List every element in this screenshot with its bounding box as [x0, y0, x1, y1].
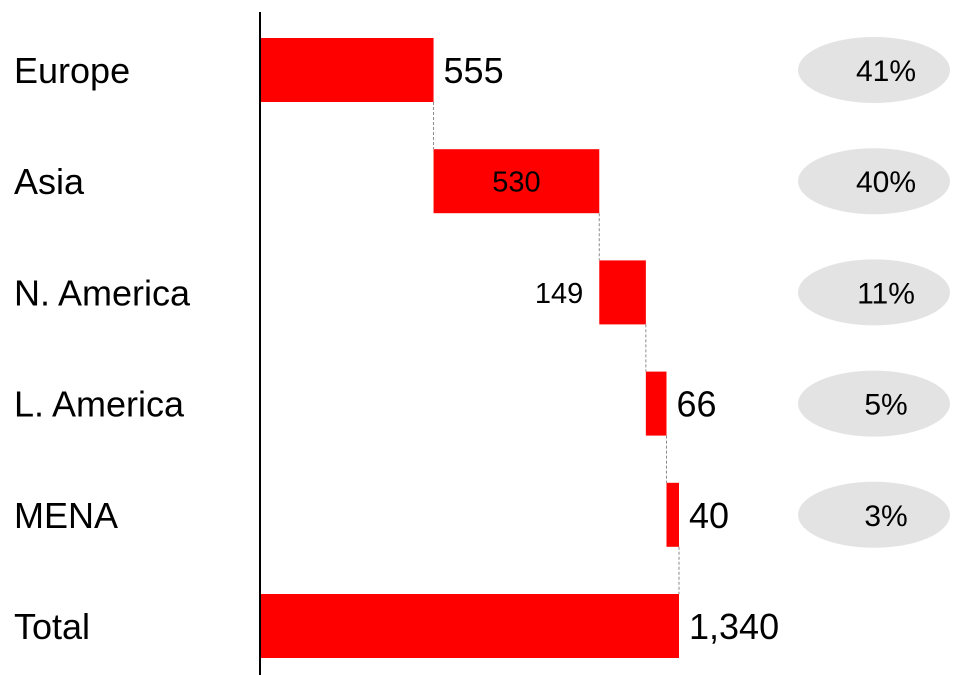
- category-label: Asia: [14, 161, 85, 202]
- share-bubble: [798, 37, 950, 103]
- value-label: 530: [492, 167, 540, 199]
- bar-total: [260, 594, 679, 658]
- category-label: MENA: [14, 495, 118, 536]
- value-label: 555: [444, 50, 504, 91]
- bar-l-america: [645, 371, 667, 436]
- category-label: N. America: [14, 272, 191, 313]
- value-label: 40: [689, 495, 729, 536]
- share-label: 3%: [864, 500, 907, 533]
- share-bubble: [798, 259, 950, 326]
- value-label: 149: [535, 278, 583, 310]
- share-bubble: [798, 481, 950, 548]
- bar-mena: [666, 482, 679, 547]
- share-bubble: [798, 148, 950, 215]
- value-label: 1,340: [689, 606, 779, 647]
- share-bubbles-layer: 41% 40% 11% 5% 3%: [798, 37, 950, 548]
- value-label: 66: [676, 384, 716, 425]
- labels-layer: Europe 555 Asia 530 N. America 149 L. America 6…: [14, 50, 779, 647]
- bars-layer: [260, 38, 679, 658]
- bar-n-america: [599, 260, 646, 325]
- share-label: 40%: [856, 166, 916, 199]
- category-label: Europe: [14, 50, 130, 91]
- share-bubble: [798, 370, 950, 437]
- bar-europe: [260, 38, 434, 102]
- connectors-layer: [433, 102, 680, 594]
- category-label: Total: [14, 606, 90, 647]
- category-label: L. America: [14, 384, 185, 425]
- share-label: 5%: [864, 389, 907, 422]
- bar-asia: [433, 149, 600, 214]
- share-label: 11%: [857, 277, 915, 310]
- share-label: 41%: [856, 55, 916, 88]
